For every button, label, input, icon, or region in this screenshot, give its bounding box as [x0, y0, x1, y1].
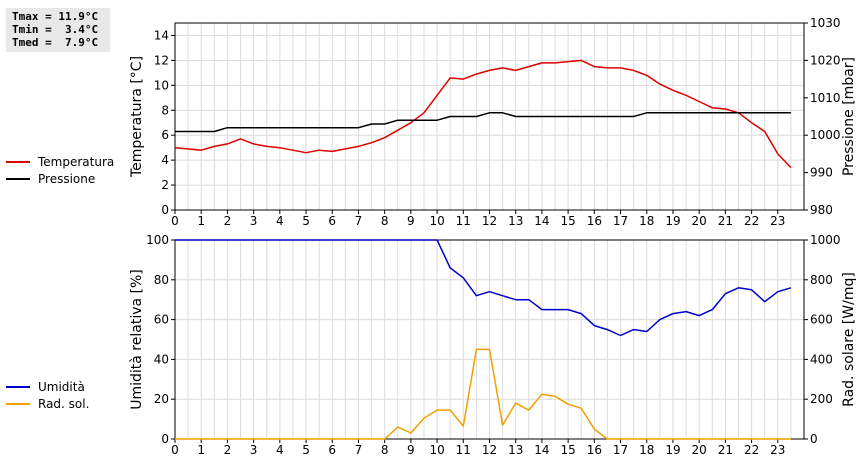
x-tick-label: 22 — [744, 214, 759, 228]
y-tick-label: 100 — [146, 233, 169, 247]
legend-label: Temperatura — [37, 155, 114, 169]
x-tick-label: 23 — [770, 214, 785, 228]
x-tick-label: 13 — [508, 443, 523, 457]
x-tick-label: 6 — [328, 443, 336, 457]
y-tick-label: 12 — [154, 53, 169, 67]
y-right-tick-label: 1000 — [810, 233, 841, 247]
x-tick-label: 19 — [665, 443, 680, 457]
stat-tmed: Tmed = 7.9°C — [12, 36, 99, 49]
x-tick-label: 9 — [407, 214, 415, 228]
y-tick-label: 40 — [154, 352, 169, 366]
y-right-axis-label: Rad. solare [W/mq] — [841, 272, 857, 407]
y-right-tick-label: 1010 — [810, 91, 841, 105]
x-tick-label: 8 — [381, 214, 389, 228]
x-tick-label: 10 — [429, 443, 444, 457]
y-right-tick-label: 990 — [810, 166, 833, 180]
chart-temperature-pressure: 0 1 2 3 4 5 6 7 8 9 10 11 12 13 14 15 16 17 18 19 20 21 22 2302… — [6, 16, 857, 228]
x-tick-label: 16 — [587, 443, 602, 457]
y-right-tick-label: 1000 — [810, 128, 841, 142]
y-axis-label: Umidità relativa [%] — [129, 269, 145, 410]
x-tick-label: 0 — [171, 443, 179, 457]
x-tick-label: 21 — [718, 214, 733, 228]
x-tick-label: 2 — [224, 214, 232, 228]
x-tick-label: 1 — [197, 214, 205, 228]
x-tick-label: 1 — [197, 443, 205, 457]
x-tick-label: 17 — [613, 214, 628, 228]
x-tick-label: 22 — [744, 443, 759, 457]
y-right-tick-label: 200 — [810, 392, 833, 406]
y-tick-label: 20 — [154, 392, 169, 406]
x-tick-label: 5 — [302, 214, 310, 228]
x-tick-label: 18 — [639, 443, 654, 457]
x-tick-label: 14 — [534, 443, 549, 457]
y-tick-label: 4 — [161, 153, 169, 167]
y-right-tick-label: 600 — [810, 313, 833, 327]
x-tick-label: 11 — [456, 443, 471, 457]
x-tick-label: 6 — [328, 214, 336, 228]
chart-humidity-radiation: 0 1 2 3 4 5 6 7 8 9 10 11 12 13 14 15 16 17 18 19 20 21 22 2302… — [6, 233, 857, 457]
y-right-tick-label: 980 — [810, 203, 833, 217]
x-tick-label: 18 — [639, 214, 654, 228]
x-tick-label: 17 — [613, 443, 628, 457]
x-tick-label: 9 — [407, 443, 415, 457]
series-line-rad-sol- — [175, 348, 791, 440]
x-tick-label: 20 — [692, 443, 707, 457]
y-tick-label: 8 — [161, 103, 169, 117]
y-tick-label: 60 — [154, 313, 169, 327]
y-right-tick-label: 400 — [810, 352, 833, 366]
x-tick-label: 4 — [276, 443, 284, 457]
y-axis-label: Temperatura [°C] — [129, 56, 145, 178]
stat-tmax: Tmax = 11.9°C — [12, 10, 99, 23]
x-tick-label: 10 — [429, 214, 444, 228]
x-tick-label: 14 — [534, 214, 549, 228]
y-right-tick-label: 1020 — [810, 53, 841, 67]
x-tick-label: 7 — [355, 443, 363, 457]
x-tick-label: 12 — [482, 214, 497, 228]
x-tick-label: 3 — [250, 214, 258, 228]
x-tick-label: 3 — [250, 443, 258, 457]
x-tick-label: 4 — [276, 214, 284, 228]
x-tick-label: 12 — [482, 443, 497, 457]
x-tick-label: 5 — [302, 443, 310, 457]
y-tick-label: 80 — [154, 273, 169, 287]
x-tick-label: 13 — [508, 214, 523, 228]
y-tick-label: 0 — [161, 432, 169, 446]
series-line-umidit- — [175, 239, 792, 337]
x-tick-label: 8 — [381, 443, 389, 457]
y-right-tick-label: 800 — [810, 273, 833, 287]
y-tick-label: 6 — [161, 128, 169, 142]
x-tick-label: 11 — [456, 214, 471, 228]
y-tick-label: 0 — [161, 203, 169, 217]
legend-label: Rad. sol. — [38, 397, 89, 411]
x-tick-label: 15 — [560, 443, 575, 457]
legend-label: Pressione — [38, 172, 95, 186]
x-tick-label: 20 — [692, 214, 707, 228]
stats-box: Tmax = 11.9°C Tmin = 3.4°C Tmed = 7.9°C — [6, 8, 110, 52]
series-line-temperatura — [174, 59, 792, 169]
x-tick-label: 0 — [171, 214, 179, 228]
y-tick-label: 10 — [154, 78, 169, 92]
y-right-tick-label: 0 — [810, 432, 818, 446]
series-line-pressione — [175, 112, 791, 133]
stat-tmin: Tmin = 3.4°C — [12, 23, 99, 36]
x-tick-label: 21 — [718, 443, 733, 457]
y-tick-label: 14 — [154, 28, 169, 42]
x-tick-label: 2 — [224, 443, 232, 457]
legend-label: Umidità — [38, 380, 85, 394]
y-right-tick-label: 1030 — [810, 16, 841, 30]
y-right-axis-label: Pressione [mbar] — [841, 57, 857, 176]
x-tick-label: 23 — [770, 443, 785, 457]
x-tick-label: 19 — [665, 214, 680, 228]
x-tick-label: 7 — [355, 214, 363, 228]
x-tick-label: 15 — [560, 214, 575, 228]
y-tick-label: 2 — [161, 178, 169, 192]
x-tick-label: 16 — [587, 214, 602, 228]
